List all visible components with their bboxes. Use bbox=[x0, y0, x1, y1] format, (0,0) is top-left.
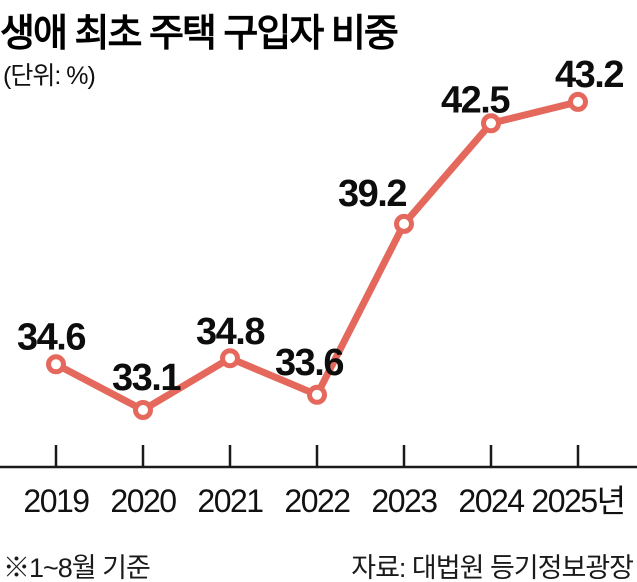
data-point-marker-2 bbox=[220, 348, 240, 369]
value-label-6: 43.2 bbox=[555, 54, 623, 96]
year-label-4: 2023 bbox=[371, 483, 437, 519]
data-point-marker-4 bbox=[394, 213, 414, 234]
footnote: ※1~8월 기준 bbox=[3, 553, 151, 582]
chart-title: 생애 최초 주택 구입자 비중 bbox=[0, 13, 399, 55]
value-label-0: 34.6 bbox=[17, 316, 85, 358]
year-label-5: 2024 bbox=[458, 483, 524, 519]
year-label-1: 2020 bbox=[110, 483, 176, 519]
data-point-marker-6 bbox=[568, 91, 588, 112]
data-point-marker-3 bbox=[307, 384, 327, 405]
year-label-3: 2022 bbox=[284, 483, 350, 519]
source-credit: 자료: 대법원 등기정보광장 bbox=[351, 553, 634, 582]
value-label-3: 33.6 bbox=[275, 342, 343, 384]
value-label-1: 33.1 bbox=[112, 357, 181, 399]
data-point-marker-5 bbox=[481, 113, 501, 134]
data-point-marker-0 bbox=[46, 354, 66, 375]
unit-label: (단위: %) bbox=[3, 62, 96, 90]
year-label-2: 2021 bbox=[197, 483, 263, 519]
value-label-4: 39.2 bbox=[338, 173, 406, 215]
data-point-marker-1 bbox=[133, 400, 153, 420]
year-label-0: 2019 bbox=[23, 483, 89, 519]
value-label-5: 42.5 bbox=[441, 79, 510, 121]
year-label-6: 2025년 bbox=[531, 483, 624, 519]
value-label-2: 34.8 bbox=[196, 311, 264, 353]
